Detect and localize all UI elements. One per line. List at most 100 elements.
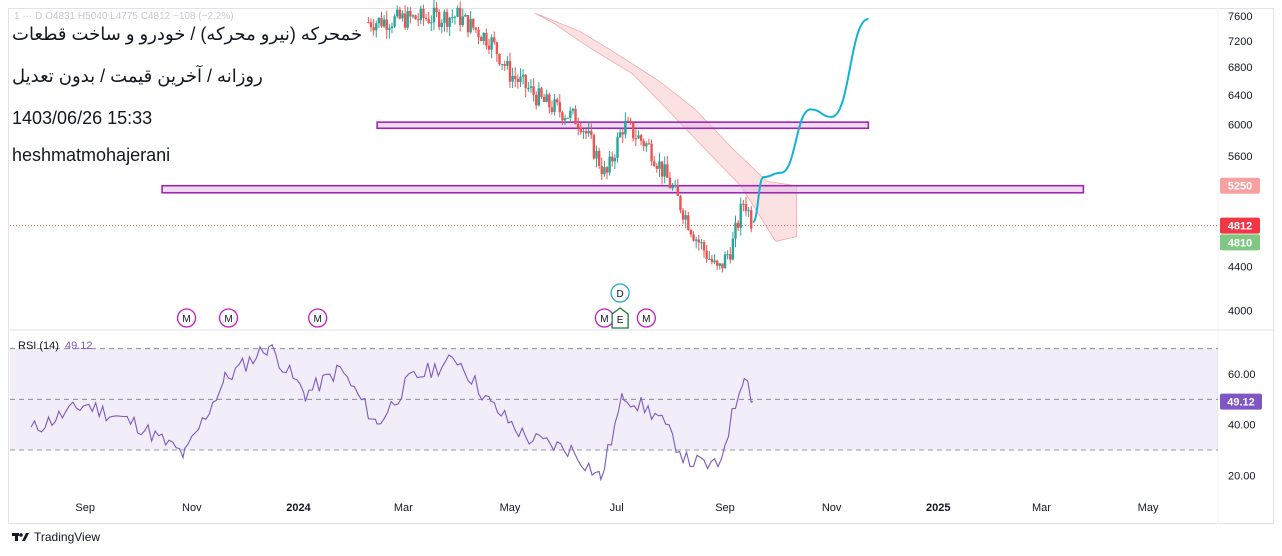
last-price-label-bg [1220,217,1260,234]
candle-body [608,156,611,173]
rsi-legend[interactable]: RSI (14) 49.12 [18,340,93,352]
candle-body [595,150,598,159]
candle-body [490,37,493,50]
x-tick-label: Nov [822,502,842,514]
candle-body [451,17,454,19]
cloud-area [534,12,798,242]
candle-body [482,32,485,42]
x-tick-label: 2025 [926,502,950,514]
candle-body [592,135,596,159]
candle-body [427,18,430,24]
candle-body [519,76,522,83]
candle-body [689,229,693,235]
rsi-line [30,344,754,482]
candle-body [744,204,748,212]
candle-body [477,29,480,38]
candle-body [723,254,727,269]
candle-body [729,254,732,260]
candle-body [574,108,577,125]
candle-body [692,234,695,241]
tradingview-logo-icon [12,533,29,541]
x-tick-label: Mar [1032,502,1051,514]
candle-body [495,42,499,54]
x-tick-label: May [500,502,521,514]
candle-body [485,32,488,46]
rsi-value-tag: 49.12 [1227,397,1255,409]
x-tick-label: May [1138,502,1159,514]
candle-body [498,53,501,65]
candle-body [453,16,457,18]
candle-body [440,22,444,27]
symbol-title: خمحرکه (نیرو محرکه) / خودرو و ساخت قطعات [10,24,365,45]
candle-body [558,102,562,113]
candle-body [398,9,402,19]
marker-e-icon [611,307,629,329]
x-tick-label: Mar [394,502,413,514]
candle-body [493,37,496,43]
candle-body [721,263,724,269]
last-price-line: 5250 4812 4810 [10,177,1260,251]
candle-body [687,215,690,230]
candle-body [566,117,569,119]
candle-body [521,74,525,77]
rsi-tick-label: 60.00 [1228,369,1256,381]
candle-body [587,130,590,134]
price-tick-label: 4000 [1228,305,1252,317]
candle-body [600,165,603,175]
candle-body [458,7,462,26]
marker-m-label: M [314,314,322,325]
marker-d-icon [610,283,630,303]
candle-body [401,13,404,19]
candle-body [527,88,530,90]
candle-body [396,9,399,17]
candle-body [734,222,737,239]
candle-body [406,10,409,28]
candle-body [681,210,685,220]
candle-body [461,16,464,26]
candle-body [590,130,593,136]
candle-body [658,161,661,169]
rsi-tick-label: 40.00 [1228,420,1256,432]
ichimoku-cloud [534,12,798,242]
candle-body [516,79,520,83]
candle-series [367,0,753,273]
candle-body [710,258,714,263]
candle-body [582,130,585,133]
candle-body [700,242,703,244]
price-tick-label: 6400 [1228,90,1252,102]
candle-body [634,138,638,140]
candle-body [705,250,708,259]
x-tick-label: Sep [715,502,735,514]
support-zone [161,184,1085,194]
candle-body [637,135,640,139]
candle-body [742,203,745,205]
marker-m-icon [176,308,197,328]
candle-body [653,161,656,166]
candle-body [532,86,535,95]
candle-body [718,263,721,266]
candle-body [422,8,425,18]
candle-body [503,64,506,66]
candle-body [375,23,378,31]
candle-body [464,14,467,17]
price-tick-label: 4400 [1228,262,1252,274]
chart-settings-line: روزانه / آخرین قیمت / بدون تعدیل [10,66,265,87]
rsi-tick-label: 20.00 [1228,470,1256,482]
tradingview-brand[interactable]: TradingView [12,530,100,544]
candle-body [479,37,483,42]
candle-body [409,10,412,17]
candle-body [380,17,383,27]
candle-body [613,157,617,162]
projection-path [752,18,869,224]
candle-body [529,86,533,89]
candle-body [576,124,580,128]
candle-body [708,258,711,260]
candle-body [671,186,674,189]
last-price-label: 4812 [1228,221,1252,233]
price-tick-label: 6800 [1228,62,1252,74]
candle-body [456,7,459,17]
candle-body [369,22,373,28]
marker-d-label: D [617,289,624,300]
candle-body [603,167,606,175]
